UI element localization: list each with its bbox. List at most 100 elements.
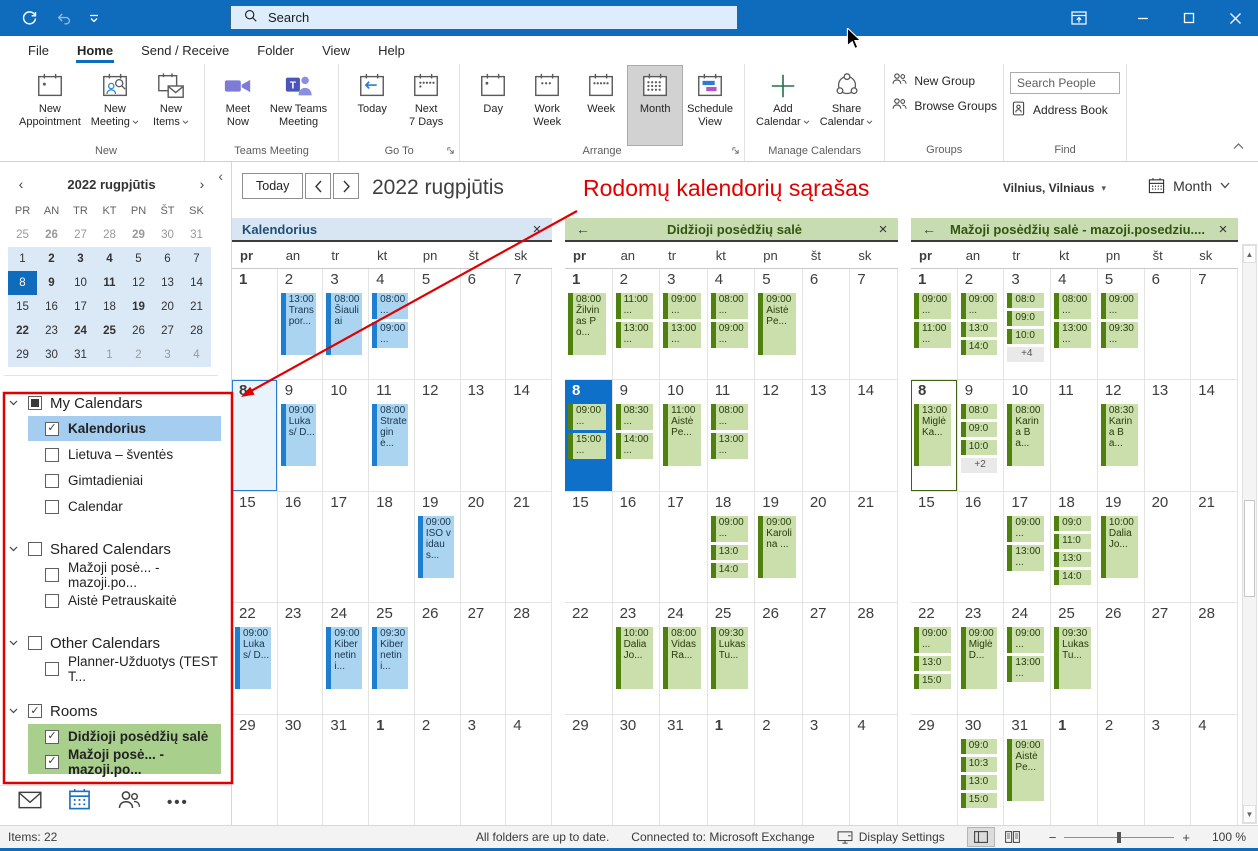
day-cell-5[interactable]: 5 09:00 Aistė Pe... [755,269,803,381]
event[interactable]: 08:00 ... [710,293,749,319]
day-cell-25[interactable]: 25 09:30 Kibernetini... [369,603,415,715]
mini-day-30[interactable]: 30 [161,229,174,241]
checkbox-gimtadieniai[interactable] [45,473,59,488]
mini-day-29[interactable]: 29 [132,229,145,241]
mini-day-5[interactable]: 5 [124,247,153,271]
mini-day-3[interactable]: 3 [153,343,182,367]
checkbox-ma-oji-pos-mazoji-po[interactable] [45,754,59,769]
day-cell-7[interactable]: 7 [1191,269,1238,381]
day-cell-2[interactable]: 2 [1097,714,1145,826]
ribbon-button-schedule-view[interactable]: Schedule View [682,66,738,145]
menu-tab-send-receive[interactable]: Send / Receive [141,42,230,58]
day-cell-14[interactable]: 14 [506,380,552,492]
day-cell-28[interactable]: 28 [506,603,552,715]
day-cell-22[interactable]: 22 09:00 ... 13:0 15:0 [911,603,958,715]
zoom-slider[interactable] [1064,831,1175,843]
event[interactable]: 14:0 [710,562,749,578]
event[interactable]: 15:0 [960,792,998,808]
day-cell-3[interactable]: 3 08:0 09:0 10:0 +4 [1004,269,1052,381]
day-cell-9[interactable]: 9 08:0 09:0 10:0 +2 [957,380,1005,492]
normal-view-button[interactable] [966,827,995,847]
checkbox-calendar[interactable] [45,499,59,514]
mini-day-15[interactable]: 15 [8,295,37,319]
previous-month-button[interactable] [305,173,331,199]
event[interactable]: 11:00 ... [914,322,951,348]
event[interactable]: 09:00 ... [663,293,701,319]
day-cell-8[interactable]: 8 13:00 Miglė Ka... [911,380,958,492]
calendar-item-ma-oji-pos-mazoji-po[interactable]: Mažoji posė... - mazoji.po... [28,747,221,777]
mini-day-26[interactable]: 26 [45,229,58,241]
day-cell-4[interactable]: 4 08:00 ... 09:00 ... [369,269,415,381]
back-arrow-icon[interactable]: ← [922,221,936,237]
day-cell-10[interactable]: 10 11:00 Aistė Pe... [660,380,708,492]
event[interactable]: 09:00 ... [1007,515,1045,542]
dialog-launcher-icon[interactable] [446,146,455,158]
day-cell-29[interactable]: 29 [565,714,613,826]
next-month-button[interactable] [333,173,359,199]
event[interactable]: 08:00 Vidas Ra... [663,627,701,690]
day-cell-14[interactable]: 14 [1191,380,1238,492]
day-cell-14[interactable]: 14 [850,380,898,492]
day-cell-13[interactable]: 13 [460,380,507,492]
reading-view-button[interactable] [999,827,1027,847]
mini-day-31[interactable]: 31 [66,343,95,367]
mini-day-2[interactable]: 2 [37,247,66,271]
day-cell-21[interactable]: 21 [506,491,552,604]
people-nav-icon[interactable] [117,789,141,815]
more-apps-ellipsis-icon[interactable]: ••• [167,793,189,811]
day-cell-6[interactable]: 6 [460,269,507,381]
menu-tab-folder[interactable]: Folder [257,42,295,58]
customize-quick-access-chevron-icon[interactable] [89,14,99,22]
ribbon-button-add-calendar[interactable]: Add Calendar [751,66,815,145]
day-cell-26[interactable]: 26 [414,603,461,715]
mini-day-29[interactable]: 29 [8,343,37,367]
event[interactable]: 09:30 Lukas Tu... [1054,627,1091,690]
checkbox-lietuva-vent-s[interactable] [45,447,59,462]
zoom-slider-thumb[interactable] [1117,831,1122,843]
scroll-up-icon[interactable]: ▲ [1243,245,1256,263]
checkbox-my-calendars[interactable] [28,396,42,410]
day-cell-15[interactable]: 15 [232,491,278,604]
day-cell-21[interactable]: 21 [1191,491,1238,604]
mini-day-25[interactable]: 25 [95,319,124,343]
ribbon-button-month[interactable]: Month [627,65,684,146]
day-cell-1[interactable]: 1 [1051,714,1098,826]
calendar-nav-icon[interactable] [68,788,91,816]
menu-tab-home[interactable]: Home [63,36,127,64]
day-cell-8[interactable]: 8 [232,380,278,492]
checkbox-rooms[interactable] [28,704,42,718]
scroll-down-icon[interactable]: ▼ [1243,805,1256,823]
day-cell-2[interactable]: 2 [755,714,803,826]
event[interactable]: 14:0 [1054,569,1091,585]
zoom-out-button[interactable]: − [1048,829,1057,845]
calendar-group-header-rooms[interactable]: Rooms [0,698,231,724]
day-cell-6[interactable]: 6 [802,269,851,381]
today-button[interactable]: Today [242,173,304,199]
event[interactable]: 09:30 Kibernetini... [372,627,408,690]
mini-day-13[interactable]: 13 [153,271,182,295]
collapse-ribbon-icon[interactable] [1233,137,1244,155]
search-box[interactable]: Search [230,5,738,30]
event[interactable]: 14:00 ... [615,433,654,460]
vertical-scrollbar[interactable]: ▲ ▼ [1242,244,1257,824]
event[interactable]: 10:00 Dalia Jo... [615,627,654,690]
event[interactable]: 09:00 ... [914,627,951,654]
day-cell-3[interactable]: 3 [802,714,851,826]
event[interactable]: 08:0 [1007,293,1045,308]
maximize-button[interactable] [1166,0,1212,36]
month-view-selector[interactable]: Month [1148,177,1230,194]
event[interactable]: 13:00 ... [1007,544,1045,571]
day-cell-31[interactable]: 31 [323,714,370,826]
day-cell-21[interactable]: 21 [850,491,898,604]
event[interactable]: 13:00 Miglė Ka... [914,404,951,467]
calendar-item-kalendorius[interactable]: Kalendorius [28,416,221,441]
day-cell-2[interactable]: 2 13:00 Transpor... [277,269,324,381]
close-calendar-icon[interactable]: × [1218,220,1228,238]
checkbox-aist-petrauskait[interactable] [45,593,59,608]
scrollbar-thumb[interactable] [1244,500,1255,597]
day-cell-30[interactable]: 30 [277,714,324,826]
back-arrow-icon[interactable]: ← [576,221,590,237]
day-cell-24[interactable]: 24 08:00 Vidas Ra... [660,603,708,715]
checkbox-did-ioji-pos-d-i-sal[interactable] [45,729,59,744]
day-cell-4[interactable]: 4 [1191,714,1238,826]
